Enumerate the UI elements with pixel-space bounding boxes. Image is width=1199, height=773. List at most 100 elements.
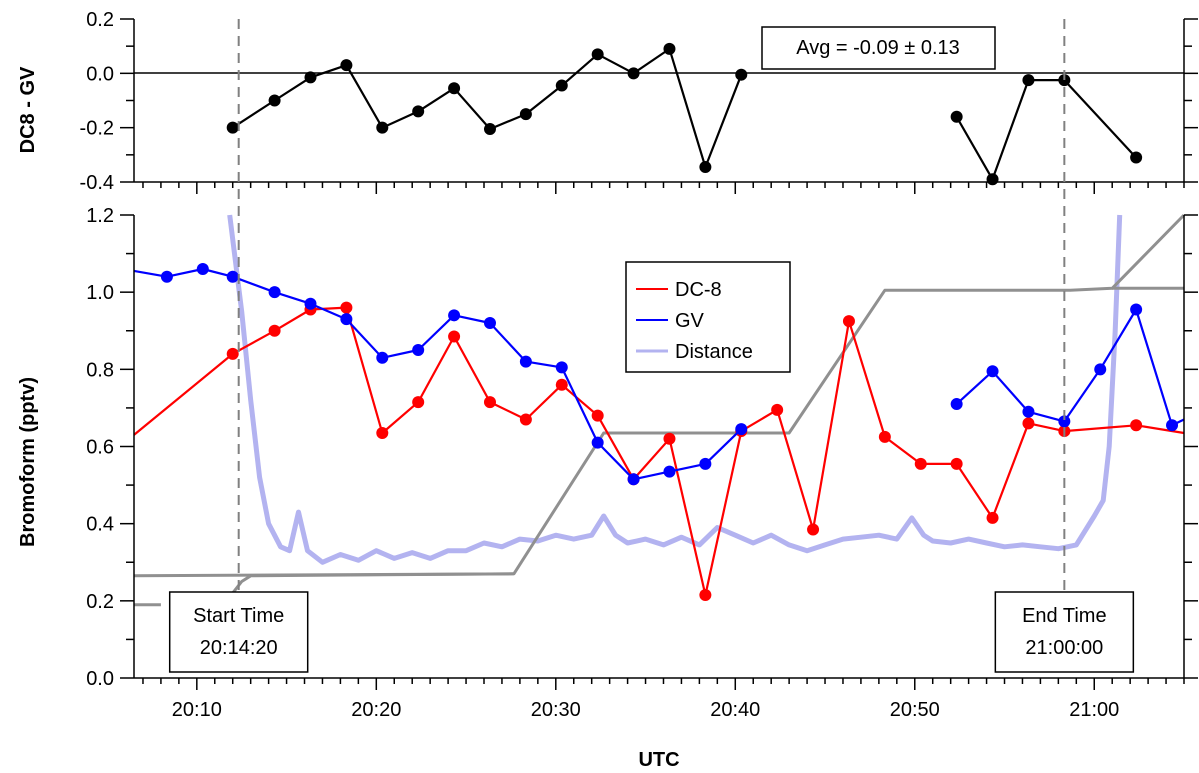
gv-point	[196, 263, 209, 276]
dc8-minus-gv-point	[304, 71, 317, 84]
y-tick-label: 0.0	[86, 668, 114, 690]
x-tick-label: 20:40	[710, 699, 760, 721]
x-axis-title: UTC	[638, 749, 679, 771]
end-time-label-box	[994, 591, 1135, 673]
x-tick-label: 20:20	[351, 699, 401, 721]
gv-point	[1022, 405, 1035, 418]
dc8-minus-gv-point	[663, 42, 676, 55]
dc-8-point	[914, 457, 927, 470]
end-time-label-value: 21:00:00	[1025, 637, 1103, 659]
dc8-minus-gv-point	[448, 82, 461, 95]
start-time-label-box	[168, 591, 309, 673]
bottom-panel-series	[133, 213, 1186, 607]
gv-point	[1130, 303, 1143, 316]
dc-8-point	[268, 324, 281, 337]
dc8-minus-gv-point	[340, 59, 353, 72]
gv-point	[268, 286, 281, 299]
gv-point	[555, 361, 568, 374]
x-tick-label: 20:50	[890, 699, 940, 721]
dc8-minus-gv-point	[483, 123, 496, 136]
dc-8-point	[699, 589, 712, 602]
gv-point	[160, 270, 173, 283]
dc8-minus-gv-point	[268, 94, 281, 107]
gv-point	[627, 473, 640, 486]
end-time-label-title: End Time	[1022, 605, 1106, 627]
gv-line	[955, 308, 1185, 427]
gv-point	[986, 365, 999, 378]
top-panel: -0.4 -0.2 0.0 0.2 Avg = -0.09 ± 0.13 DC8 - …	[17, 9, 1198, 194]
gv-point	[699, 457, 712, 470]
dc8-minus-gv-line	[232, 47, 743, 169]
y-tick-label: -0.4	[80, 172, 114, 194]
legend: DC-8 GV Distance	[625, 261, 791, 373]
gv-point	[735, 423, 748, 436]
start-time-label-title: Start Time	[193, 605, 284, 627]
dc-8-point	[807, 523, 820, 536]
avg-annotation-box: Avg = -0.09 ± 0.13	[761, 26, 996, 70]
dc-8-point	[376, 426, 389, 439]
dc-8-point	[519, 413, 532, 426]
y-tick-label: 0.2	[86, 591, 114, 613]
y-tick-label: 1.0	[86, 282, 114, 304]
dc8-minus-gv-point	[555, 79, 568, 92]
top-y-axis-title: DC8 - GV	[17, 66, 39, 153]
gv-point	[663, 465, 676, 478]
dc8-minus-gv-point	[986, 173, 999, 186]
dc-8-point	[842, 315, 855, 328]
dc8-minus-gv-point	[735, 68, 748, 81]
gv-point	[340, 313, 353, 326]
dc-8-point	[1022, 417, 1035, 430]
y-tick-label: 0.6	[86, 437, 114, 459]
gv-point	[591, 436, 604, 449]
gv-point	[226, 270, 239, 283]
dc8-minus-gv-point	[519, 108, 532, 121]
top-panel-axes: -0.4 -0.2 0.0 0.2	[80, 9, 1198, 194]
dc-8-point	[555, 378, 568, 391]
dc8-minus-gv-point	[699, 161, 712, 174]
bottom-panel: 0.0 0.2 0.4 0.6 0.8 1.0 1.2 20:10 20:20 20:30 20:4…	[17, 19, 1198, 771]
dc-8-point	[771, 403, 784, 416]
legend-label-gv: GV	[675, 310, 705, 332]
dc8-minus-gv-point	[1022, 74, 1035, 87]
y-tick-label: -0.2	[80, 118, 114, 140]
dc-8-point	[483, 396, 496, 409]
dc8-minus-gv-line	[955, 78, 1137, 181]
x-tick-label: 21:00	[1069, 699, 1119, 721]
gv-point	[376, 351, 389, 364]
gv-point	[483, 317, 496, 330]
dc-8-point	[340, 301, 353, 314]
series-4-line	[133, 572, 514, 578]
time-window-markers: Start Time 20:14:20 End Time 21:00:00	[168, 19, 1135, 673]
distance-line	[227, 214, 1123, 565]
dc8-minus-gv-point	[1058, 74, 1071, 87]
dc8-minus-gv-point	[627, 67, 640, 80]
dc-8-point	[226, 347, 239, 360]
dc-8-point	[591, 409, 604, 422]
dc-8-point	[986, 511, 999, 524]
dc-8-point	[878, 430, 891, 443]
y-tick-label: 1.2	[86, 205, 114, 227]
x-tick-label: 20:30	[531, 699, 581, 721]
gv-point	[1166, 419, 1179, 432]
y-tick-label: 0.4	[86, 514, 114, 536]
dc8-minus-gv-point	[1130, 151, 1143, 164]
gv-point	[950, 398, 963, 411]
dc8-minus-gv-point	[412, 105, 425, 118]
legend-label-distance: Distance	[675, 341, 753, 363]
avg-annotation-text: Avg = -0.09 ± 0.13	[796, 37, 960, 59]
top-panel-series	[226, 42, 1143, 186]
gv-point	[304, 297, 317, 310]
dc8-minus-gv-point	[376, 121, 389, 134]
dc-8-point	[663, 432, 676, 445]
bottom-panel-axes: 0.0 0.2 0.4 0.6 0.8 1.0 1.2 20:10 20:20 20:30 20:4…	[86, 205, 1198, 721]
dc8-minus-gv-point	[950, 110, 963, 123]
legend-label-dc8: DC-8	[675, 279, 722, 301]
bottom-y-axis-title: Bromoform (pptv)	[17, 377, 39, 547]
gv-point	[1094, 363, 1107, 376]
gv-point	[519, 355, 532, 368]
y-tick-label: 0.0	[86, 63, 114, 85]
dc8-minus-gv-point	[226, 121, 239, 134]
dc-8-point	[1130, 419, 1143, 432]
start-time-label-value: 20:14:20	[200, 637, 278, 659]
